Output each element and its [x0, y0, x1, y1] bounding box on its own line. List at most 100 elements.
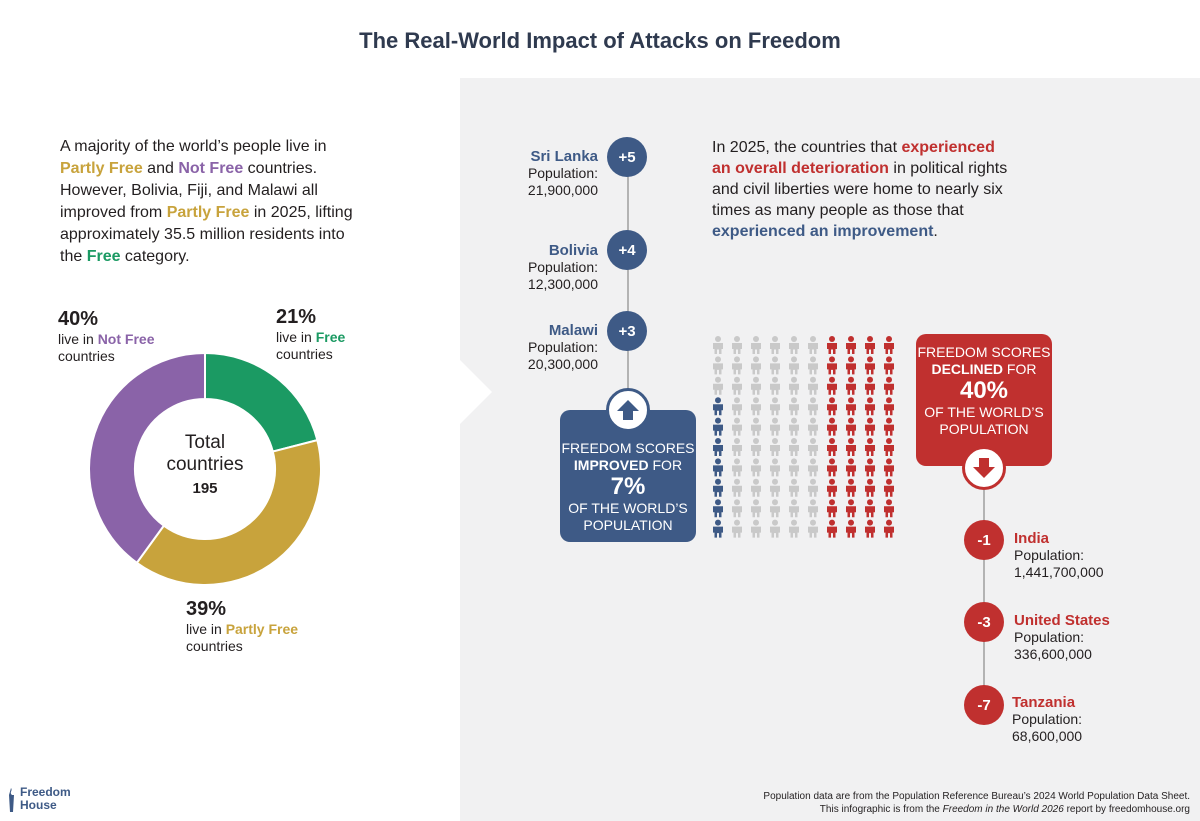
box-text: for: [648, 457, 683, 473]
person-icon-declined: [884, 519, 894, 538]
box-text: population: [939, 421, 1029, 437]
pct-not-free: 40%: [58, 308, 99, 330]
person-icon-neutral: [808, 519, 818, 538]
person-icon-declined: [827, 336, 837, 354]
arrow-up-icon: [606, 388, 650, 432]
person-icon-declined: [846, 417, 856, 436]
person-icon-neutral: [751, 417, 761, 436]
box-text: of the world’s: [924, 404, 1044, 420]
person-icon-declined: [827, 519, 837, 538]
label-status: Partly Free: [225, 621, 299, 637]
footer-line: Population data are from the Population …: [763, 791, 1190, 802]
box-text-bold: declined: [931, 361, 1004, 377]
torch-icon: [9, 788, 14, 812]
person-icon-declined: [827, 376, 837, 395]
person-icon-neutral: [732, 458, 742, 477]
intro-partly-free: Partly Free: [60, 160, 143, 177]
person-icon-neutral: [751, 438, 761, 456]
donut-slice-not-free: [88, 352, 206, 565]
person-icon-neutral: [770, 458, 780, 477]
country-india: India Population: 1,441,700,000: [1014, 530, 1104, 581]
country-name: India: [1014, 530, 1050, 547]
person-icon-neutral: [751, 519, 761, 538]
person-icon-neutral: [713, 336, 723, 354]
person-icon-neutral: [732, 417, 742, 436]
label-not-free: 40% live in Not Free countries: [58, 307, 154, 365]
person-icon-neutral: [770, 376, 780, 395]
person-icon-neutral: [732, 499, 742, 518]
label-text: countries: [276, 346, 333, 362]
person-icon-neutral: [808, 417, 818, 436]
country-name: Tanzania: [1012, 694, 1076, 711]
person-icon-neutral: [751, 356, 761, 375]
person-icon-neutral: [789, 356, 799, 375]
box-text: Freedom scores: [917, 344, 1051, 360]
box-text: population: [583, 517, 673, 533]
person-icon-neutral: [732, 519, 742, 538]
population-label: Population:: [1014, 629, 1085, 645]
statement-improvement: experienced an improvement: [712, 223, 934, 240]
population-value: 12,300,000: [527, 276, 598, 292]
people-pictogram: [713, 336, 894, 538]
footer-note: Population data are from the Population …: [763, 790, 1190, 816]
label-text: live in: [186, 621, 226, 637]
person-icon-neutral: [770, 356, 780, 375]
person-icon-declined: [846, 499, 856, 518]
population-label: Population:: [1012, 711, 1083, 727]
change-badge: +4: [607, 230, 647, 270]
person-icon-neutral: [751, 499, 761, 518]
person-icon-declined: [846, 397, 856, 416]
person-icon-neutral: [770, 438, 780, 456]
label-partly-free: 39% live in Partly Free countries: [186, 597, 298, 655]
country-united-states: United States Population: 336,600,000: [1014, 612, 1110, 663]
person-icon-neutral: [732, 438, 742, 456]
population-label: Population:: [1014, 547, 1085, 563]
person-icon-declined: [827, 397, 837, 416]
declined-box: Freedom scores declined for 40% of the w…: [916, 334, 1052, 466]
person-icon-declined: [827, 458, 837, 477]
person-icon-declined: [865, 376, 875, 395]
label-status: Free: [315, 329, 346, 345]
country-sri-lanka: Sri Lanka Population: 21,900,000: [480, 148, 598, 199]
country-name: Bolivia: [548, 242, 598, 259]
intro-part: and: [142, 160, 179, 177]
change-badge: +5: [607, 137, 647, 177]
country-name: Malawi: [548, 322, 598, 339]
person-icon-neutral: [808, 397, 818, 416]
intro-partly-free: Partly Free: [166, 204, 250, 221]
intro-not-free: Not Free: [178, 160, 244, 177]
pct-partly-free: 39%: [186, 598, 227, 620]
person-icon-declined: [846, 458, 856, 477]
person-icon-improved: [713, 438, 723, 456]
statement-part: in political rights and civil liberties …: [712, 160, 1008, 219]
person-icon-neutral: [713, 356, 723, 375]
person-icon-neutral: [751, 458, 761, 477]
page-title: The Real-World Impact of Attacks on Free…: [359, 28, 841, 53]
person-icon-neutral: [789, 478, 799, 497]
pct-free: 21%: [276, 306, 317, 328]
person-icon-neutral: [770, 336, 780, 354]
person-icon-neutral: [770, 478, 780, 497]
person-icon-neutral: [789, 458, 799, 477]
freedom-house-logo: Freedom House: [6, 786, 71, 814]
population-value: 68,600,000: [1012, 728, 1083, 744]
donut-center-value: 195: [192, 480, 218, 497]
person-icon-neutral: [789, 499, 799, 518]
person-icon-neutral: [732, 478, 742, 497]
improved-box: Freedom scores improved for 7% of the wo…: [560, 410, 696, 542]
intro-part: A majority of the world’s people live in: [60, 138, 327, 155]
person-icon-declined: [884, 417, 894, 436]
intro-free: Free: [86, 248, 121, 265]
person-icon-declined: [884, 397, 894, 416]
person-icon-neutral: [808, 376, 818, 395]
person-icon-improved: [713, 499, 723, 518]
person-icon-declined: [865, 336, 875, 354]
timeline-improved: [627, 176, 629, 396]
donut-center-label: countries: [166, 454, 244, 475]
footer-link[interactable]: freedomhouse.org: [1108, 804, 1190, 815]
statement-deterioration: experienced an overall deterioration: [712, 139, 995, 177]
person-icon-improved: [713, 478, 723, 497]
person-icon-improved: [713, 397, 723, 416]
person-icon-neutral: [770, 519, 780, 538]
person-icon-neutral: [808, 478, 818, 497]
